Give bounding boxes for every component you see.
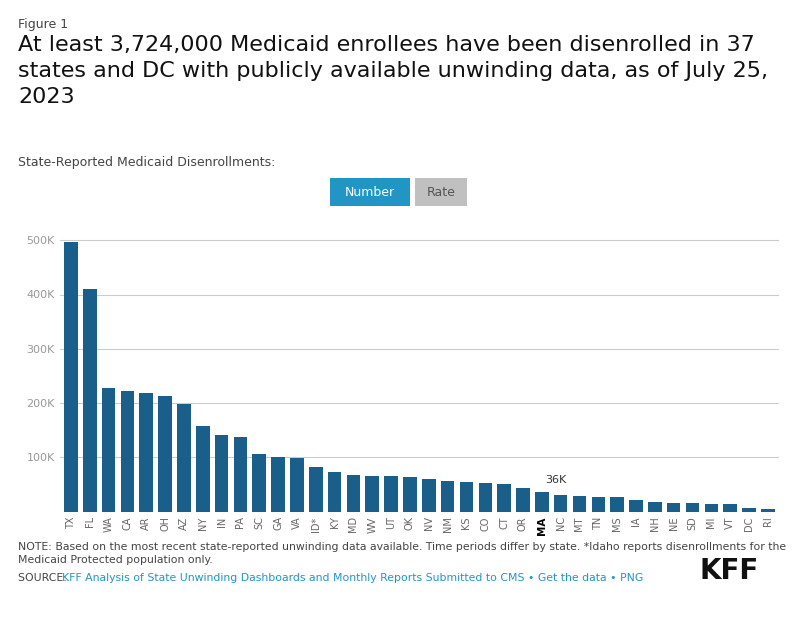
Text: At least 3,724,000 Medicaid enrollees have been disenrolled in 37: At least 3,724,000 Medicaid enrollees ha…	[18, 35, 754, 55]
Bar	[685, 503, 700, 512]
Bar	[479, 483, 492, 512]
Bar	[629, 500, 642, 511]
Text: Number: Number	[345, 185, 395, 198]
Bar	[215, 435, 228, 511]
Bar	[196, 427, 210, 511]
Bar	[384, 476, 398, 512]
Bar	[403, 477, 417, 512]
Bar	[139, 393, 153, 511]
Bar	[64, 242, 78, 512]
Bar	[704, 504, 718, 511]
Bar	[648, 502, 661, 512]
Bar	[498, 484, 511, 512]
Text: KFF Analysis of State Unwinding Dashboards and Monthly Reports Submitted to CMS : KFF Analysis of State Unwinding Dashboar…	[62, 573, 643, 583]
Bar	[591, 497, 605, 511]
Bar	[761, 509, 774, 512]
Bar	[422, 479, 436, 511]
Bar	[554, 495, 568, 512]
Bar	[667, 503, 681, 512]
Text: State-Reported Medicaid Disenrollments:: State-Reported Medicaid Disenrollments:	[18, 156, 275, 169]
Bar	[328, 472, 341, 511]
Bar	[158, 397, 172, 512]
Text: 36K: 36K	[545, 476, 567, 485]
Bar	[102, 388, 115, 512]
Bar	[121, 391, 134, 512]
Bar	[347, 475, 360, 512]
Bar	[572, 496, 586, 511]
Text: SOURCE:: SOURCE:	[18, 573, 71, 583]
Bar	[83, 289, 96, 512]
Bar	[366, 476, 379, 512]
Text: KFF: KFF	[700, 557, 759, 585]
Bar	[253, 454, 266, 511]
Bar	[309, 467, 323, 512]
Bar	[290, 458, 304, 512]
Text: Rate: Rate	[427, 185, 456, 198]
Bar	[271, 458, 285, 512]
Text: Figure 1: Figure 1	[18, 18, 68, 31]
Bar	[611, 497, 624, 511]
Bar	[441, 480, 455, 511]
Text: states and DC with publicly available unwinding data, as of July 25,: states and DC with publicly available un…	[18, 61, 768, 81]
Text: 2023: 2023	[18, 87, 75, 107]
Bar	[723, 505, 737, 511]
Bar	[177, 404, 191, 512]
Bar	[516, 488, 529, 511]
Text: NOTE: Based on the most recent state-reported unwinding data available. Time per: NOTE: Based on the most recent state-rep…	[18, 542, 786, 565]
Bar	[460, 482, 473, 512]
Bar	[535, 492, 549, 512]
Bar	[743, 508, 756, 512]
Bar	[234, 437, 247, 511]
